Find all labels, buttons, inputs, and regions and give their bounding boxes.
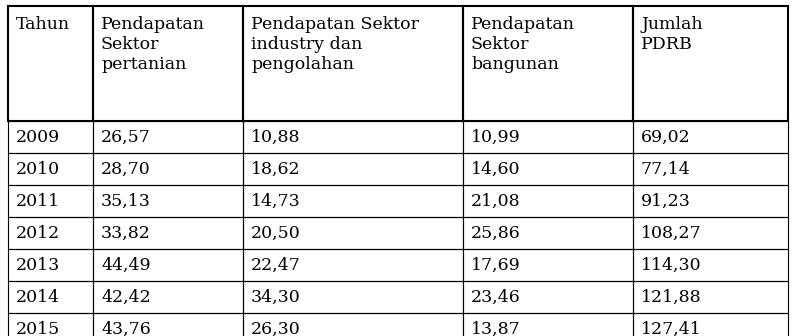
Bar (243, 249, 463, 281)
Bar (633, 185, 788, 217)
Bar (8, 249, 93, 281)
Text: pertanian: pertanian (101, 56, 187, 73)
Text: 2013: 2013 (16, 256, 61, 274)
Text: Sektor: Sektor (101, 36, 160, 53)
Text: 69,02: 69,02 (641, 128, 691, 145)
Bar (463, 153, 633, 185)
Bar (243, 313, 463, 336)
Bar (633, 153, 788, 185)
Bar (463, 185, 633, 217)
Text: 10,88: 10,88 (251, 128, 301, 145)
Text: 77,14: 77,14 (641, 161, 691, 177)
Text: pengolahan: pengolahan (251, 56, 354, 73)
Bar (463, 249, 633, 281)
Text: 2010: 2010 (16, 161, 60, 177)
Text: 28,70: 28,70 (101, 161, 151, 177)
Bar (93, 249, 243, 281)
Text: 14,60: 14,60 (471, 161, 520, 177)
Text: 2009: 2009 (16, 128, 61, 145)
Bar (463, 313, 633, 336)
Bar (243, 281, 463, 313)
Text: industry dan: industry dan (251, 36, 362, 53)
Text: bangunan: bangunan (471, 56, 559, 73)
Text: Sektor: Sektor (471, 36, 530, 53)
Text: Pendapatan: Pendapatan (101, 16, 205, 33)
Bar (93, 153, 243, 185)
Text: 22,47: 22,47 (251, 256, 301, 274)
Text: 23,46: 23,46 (471, 289, 521, 305)
Bar (93, 217, 243, 249)
Bar (463, 6, 633, 121)
Bar (93, 281, 243, 313)
Bar (463, 281, 633, 313)
Bar (8, 281, 93, 313)
Bar (633, 6, 788, 121)
Text: 42,42: 42,42 (101, 289, 151, 305)
Text: 21,08: 21,08 (471, 193, 520, 210)
Text: Pendapatan: Pendapatan (471, 16, 575, 33)
Text: 26,30: 26,30 (251, 321, 301, 336)
Text: Tahun: Tahun (16, 16, 70, 33)
Bar (8, 313, 93, 336)
Text: 43,76: 43,76 (101, 321, 151, 336)
Bar (633, 313, 788, 336)
Text: 25,86: 25,86 (471, 224, 521, 242)
Text: 2011: 2011 (16, 193, 60, 210)
Text: 18,62: 18,62 (251, 161, 301, 177)
Text: 20,50: 20,50 (251, 224, 301, 242)
Text: Jumlah: Jumlah (641, 16, 702, 33)
Bar (463, 217, 633, 249)
Text: Pendapatan Sektor: Pendapatan Sektor (251, 16, 419, 33)
Text: 33,82: 33,82 (101, 224, 151, 242)
Text: 10,99: 10,99 (471, 128, 521, 145)
Bar (633, 281, 788, 313)
Bar (243, 153, 463, 185)
Text: 35,13: 35,13 (101, 193, 151, 210)
Bar (8, 121, 93, 153)
Text: 2014: 2014 (16, 289, 60, 305)
Bar (633, 217, 788, 249)
Bar (8, 153, 93, 185)
Text: 127,41: 127,41 (641, 321, 701, 336)
Text: 34,30: 34,30 (251, 289, 301, 305)
Text: PDRB: PDRB (641, 36, 693, 53)
Text: 108,27: 108,27 (641, 224, 701, 242)
Bar (463, 121, 633, 153)
Text: 2015: 2015 (16, 321, 61, 336)
Text: 13,87: 13,87 (471, 321, 521, 336)
Text: 17,69: 17,69 (471, 256, 521, 274)
Text: 26,57: 26,57 (101, 128, 151, 145)
Text: 14,73: 14,73 (251, 193, 301, 210)
Text: 121,88: 121,88 (641, 289, 701, 305)
Bar (93, 185, 243, 217)
Bar (243, 185, 463, 217)
Bar (633, 249, 788, 281)
Bar (633, 121, 788, 153)
Bar (8, 217, 93, 249)
Bar (8, 185, 93, 217)
Text: 2012: 2012 (16, 224, 61, 242)
Bar (93, 6, 243, 121)
Bar (93, 313, 243, 336)
Bar (243, 121, 463, 153)
Bar (93, 121, 243, 153)
Bar (8, 6, 93, 121)
Bar (243, 217, 463, 249)
Text: 114,30: 114,30 (641, 256, 701, 274)
Bar (243, 6, 463, 121)
Text: 91,23: 91,23 (641, 193, 691, 210)
Text: 44,49: 44,49 (101, 256, 151, 274)
